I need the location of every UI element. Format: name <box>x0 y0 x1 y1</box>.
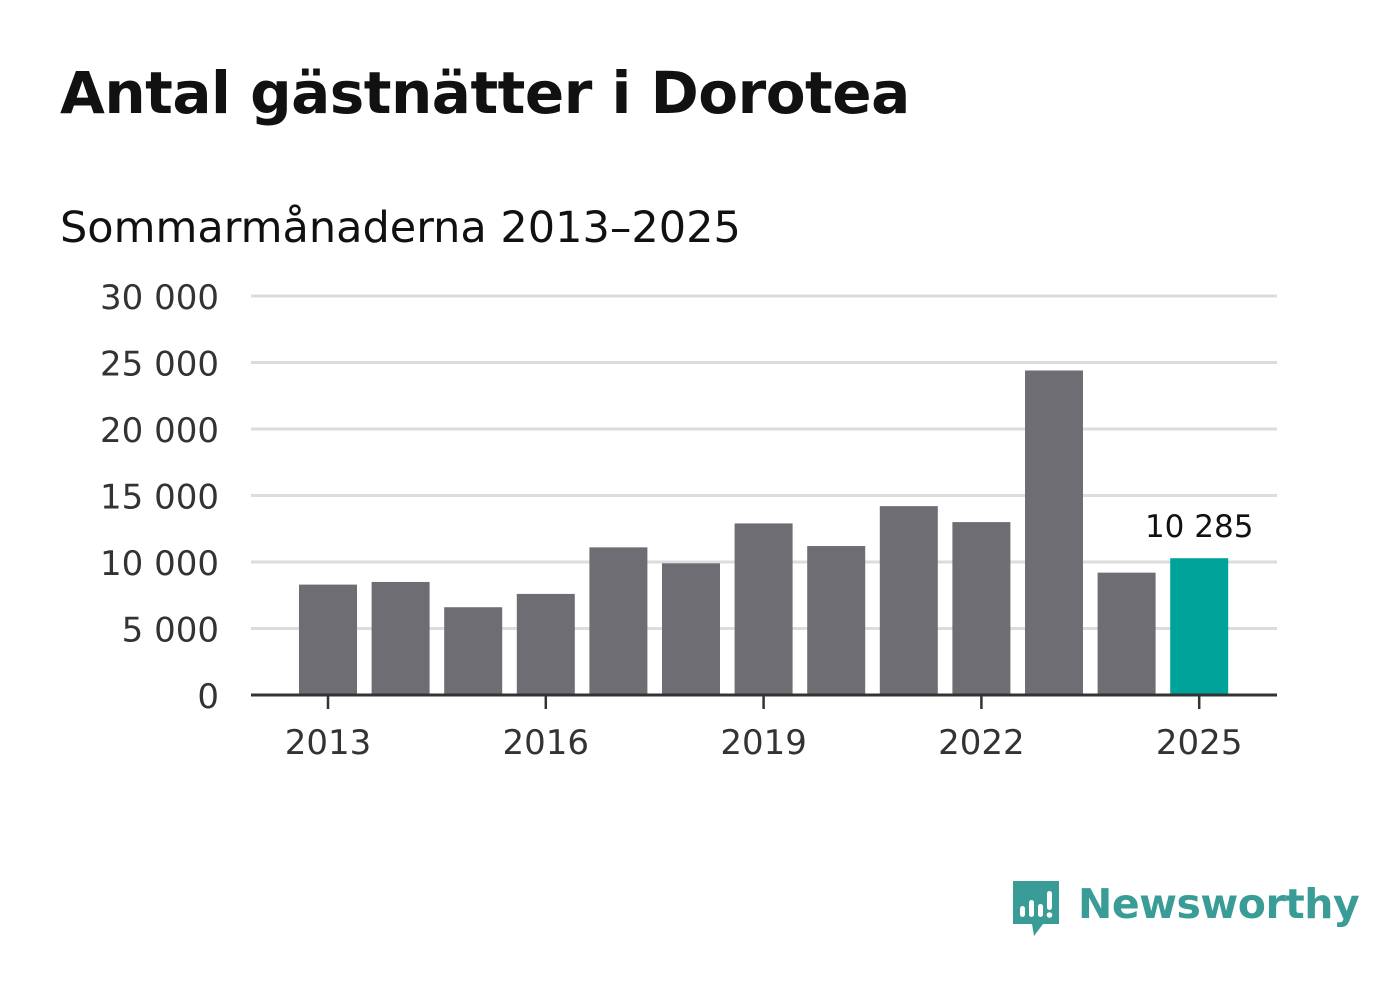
chart-title: Antal gästnätter i Dorotea <box>60 59 910 127</box>
axes <box>251 693 1277 709</box>
bar-2021 <box>879 506 938 695</box>
x-tick-label: 2016 <box>503 723 590 763</box>
bar-2018 <box>662 563 720 695</box>
chart-subtitle: Sommarmånaderna 2013–2025 <box>60 203 741 253</box>
y-tick-label: 0 <box>197 677 219 717</box>
bar-2022 <box>952 522 1011 695</box>
y-tick-label: 15 000 <box>100 478 219 518</box>
brand-name: Newsworthy <box>1078 880 1360 928</box>
x-tick-label: 2025 <box>1156 723 1243 763</box>
bar-2016 <box>516 593 575 695</box>
x-tick-label: 2013 <box>285 723 372 763</box>
brand-logo: Newsworthy <box>1010 878 1360 942</box>
x-tick-label: 2022 <box>938 723 1025 763</box>
x-tick-label: 2019 <box>720 723 807 763</box>
highlight-value-label: 10 285 <box>1145 509 1253 545</box>
bar-2014 <box>371 581 430 695</box>
y-tick-label: 10 000 <box>100 544 219 584</box>
y-tick-label: 20 000 <box>100 411 219 451</box>
bar-2017 <box>589 547 648 695</box>
y-tick-label: 30 000 <box>100 278 219 318</box>
y-tick-label: 5 000 <box>122 611 219 651</box>
tick-labels: 0 5 000 10 000 15 000 20 000 25 000 30 000 10 2… <box>100 278 1253 763</box>
bar-2025 <box>1170 558 1229 695</box>
y-tick-label: 25 000 <box>100 345 219 385</box>
bar-2013 <box>299 584 357 695</box>
newsworthy-logo-icon <box>1013 881 1059 936</box>
bars <box>299 370 1229 695</box>
bar-2015 <box>444 607 503 695</box>
bar-2019 <box>734 523 793 695</box>
bar-2024 <box>1097 572 1156 695</box>
bar-2020 <box>807 546 866 695</box>
bar-2023 <box>1025 370 1083 695</box>
